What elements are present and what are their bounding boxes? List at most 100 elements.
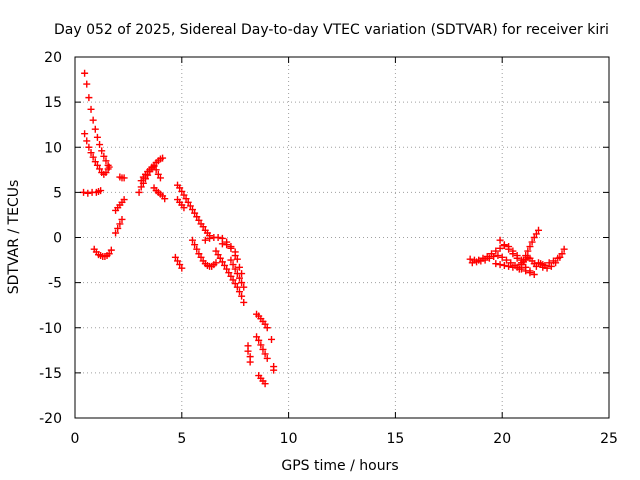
data-point [530, 271, 538, 279]
data-point [176, 261, 184, 269]
data-point [176, 184, 184, 192]
data-point [477, 257, 485, 265]
x-tick-label: 0 [71, 431, 80, 447]
data-point [96, 165, 104, 173]
data-point [270, 366, 278, 374]
data-point [240, 283, 248, 291]
data-point [496, 244, 504, 252]
data-point [498, 253, 506, 261]
series-arc-c [90, 245, 115, 260]
data-point [191, 241, 199, 249]
data-point [89, 116, 97, 124]
data-point [93, 133, 101, 141]
data-point [549, 257, 557, 265]
data-point [178, 264, 186, 272]
data-point [522, 267, 530, 275]
series-arc-af [505, 243, 525, 264]
data-point [227, 272, 235, 280]
data-point [216, 254, 224, 262]
series-arc-d [116, 173, 128, 182]
data-point [502, 256, 510, 264]
data-point [87, 105, 95, 113]
series-arc-m [171, 253, 186, 272]
data-point [528, 238, 536, 246]
data-point [505, 262, 513, 270]
data-point [105, 250, 113, 258]
data-point [80, 188, 88, 196]
data-point [225, 269, 233, 277]
series-arc-e [112, 196, 128, 214]
data-point [231, 248, 239, 256]
data-point [159, 154, 167, 162]
x-tick-label: 10 [280, 431, 298, 447]
data-point [554, 254, 562, 262]
data-point [490, 252, 498, 260]
data-point [547, 262, 555, 270]
axis-ticks: 0 5 10 15 20 25 -20 -15 -10 -5 0 5 10 15 20 [39, 50, 618, 447]
data-point [535, 226, 543, 234]
y-axis-label: SDTVAR / TECUs [6, 180, 22, 295]
y-tick-label: -10 [39, 321, 62, 337]
data-point [263, 354, 271, 362]
data-point [526, 269, 534, 277]
data-point [188, 206, 196, 214]
data-point [201, 236, 209, 244]
data-point [83, 80, 91, 88]
data-point [481, 256, 489, 264]
data-point [180, 204, 188, 212]
data-point [120, 196, 128, 204]
data-point [174, 257, 182, 265]
data-point [178, 187, 186, 195]
series-arc-s [253, 333, 271, 362]
data-point [191, 209, 199, 217]
y-tick-label: -20 [39, 411, 62, 427]
data-point [104, 165, 112, 173]
data-point [229, 276, 237, 284]
data-point [81, 130, 89, 138]
data-point [530, 234, 538, 241]
series-arc-ab [517, 253, 540, 270]
data-point [85, 143, 93, 151]
data-point [81, 69, 89, 77]
data-point [492, 247, 500, 255]
data-point [154, 170, 162, 178]
series-arc-a2 [81, 130, 112, 178]
data-point [93, 161, 101, 169]
data-point [221, 261, 229, 269]
data-point [135, 188, 143, 196]
data-point [85, 94, 93, 102]
x-tick-label: 20 [493, 431, 511, 447]
data-point [214, 234, 222, 241]
data-point [261, 320, 269, 328]
data-point [206, 234, 214, 242]
data-point [500, 241, 508, 249]
data-point [152, 166, 160, 174]
data-point [231, 280, 239, 288]
data-point [184, 198, 192, 206]
data-point [263, 324, 271, 332]
data-point [223, 265, 231, 273]
data-point [214, 251, 222, 259]
data-point [107, 246, 115, 254]
data-point [212, 247, 220, 255]
data-point [233, 283, 241, 291]
data-point [182, 195, 190, 203]
data-point [560, 245, 568, 253]
data-points [80, 69, 568, 388]
y-tick-label: 0 [53, 231, 62, 247]
data-point [218, 258, 226, 266]
data-point [235, 263, 243, 271]
data-point [83, 137, 91, 145]
data-point [137, 183, 145, 191]
data-point [496, 261, 504, 269]
data-point [171, 253, 179, 261]
data-point [96, 141, 104, 149]
chart-title: Day 052 of 2025, Sidereal Day-to-day VTE… [54, 22, 609, 38]
data-point [485, 254, 493, 262]
series-arc-k [174, 196, 188, 212]
x-axis-label: GPS time / hours [281, 458, 398, 474]
data-point [532, 262, 540, 270]
data-point [494, 252, 502, 260]
data-point [509, 247, 517, 255]
x-tick-label: 15 [386, 431, 404, 447]
